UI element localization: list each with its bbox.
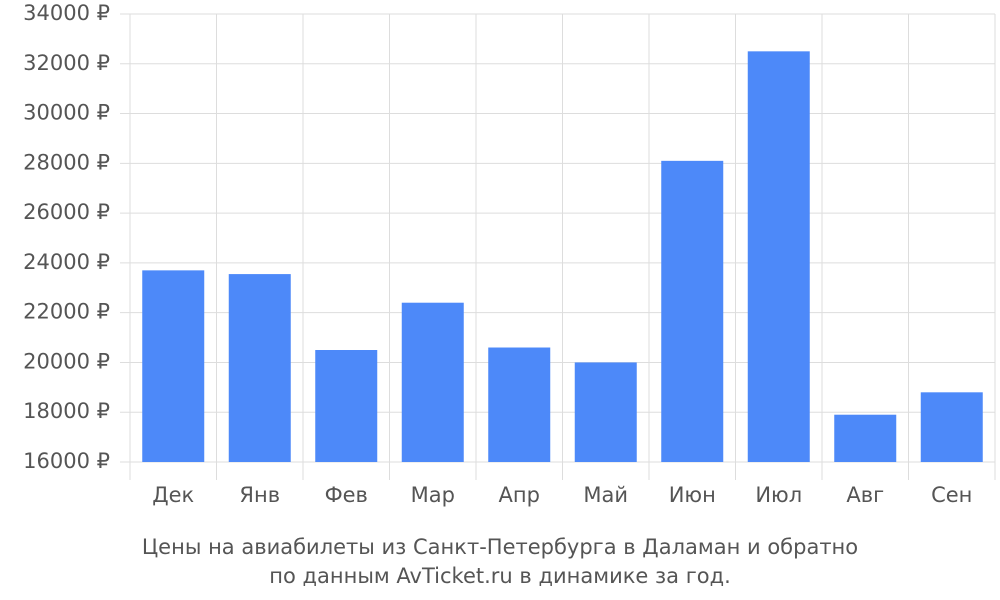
y-tick-label: 18000 ₽ [23, 399, 110, 423]
y-tick-label: 32000 ₽ [23, 51, 110, 75]
x-tick-label: Июн [669, 483, 716, 507]
bar [142, 270, 205, 462]
bar [661, 160, 724, 462]
chart-title: по данным AvTicket.ru в динамике за год. [269, 564, 731, 588]
bar [488, 347, 551, 462]
x-tick-label: Авг [846, 483, 884, 507]
bar [834, 414, 897, 462]
x-tick-label: Янв [239, 483, 280, 507]
x-tick-label: Сен [931, 483, 972, 507]
y-tick-label: 28000 ₽ [23, 150, 110, 174]
y-tick-label: 26000 ₽ [23, 200, 110, 224]
x-tick-label: Фев [325, 483, 368, 507]
chart-title: Цены на авиабилеты из Санкт-Петербурга в… [142, 535, 858, 559]
bar [315, 350, 378, 462]
bar [228, 274, 291, 462]
y-tick-label: 16000 ₽ [23, 449, 110, 473]
x-tick-label: Апр [499, 483, 540, 507]
bar [920, 392, 983, 462]
y-tick-label: 30000 ₽ [23, 101, 110, 125]
bar [574, 362, 637, 462]
y-tick-label: 24000 ₽ [23, 250, 110, 274]
x-tick-label: Май [583, 483, 628, 507]
bar [401, 302, 464, 462]
x-tick-label: Мар [411, 483, 455, 507]
y-tick-label: 34000 ₽ [23, 1, 110, 25]
bar [747, 51, 810, 462]
x-tick-label: Июл [755, 483, 802, 507]
y-tick-label: 20000 ₽ [23, 349, 110, 373]
y-tick-label: 22000 ₽ [23, 300, 110, 324]
x-tick-label: Дек [152, 483, 194, 507]
